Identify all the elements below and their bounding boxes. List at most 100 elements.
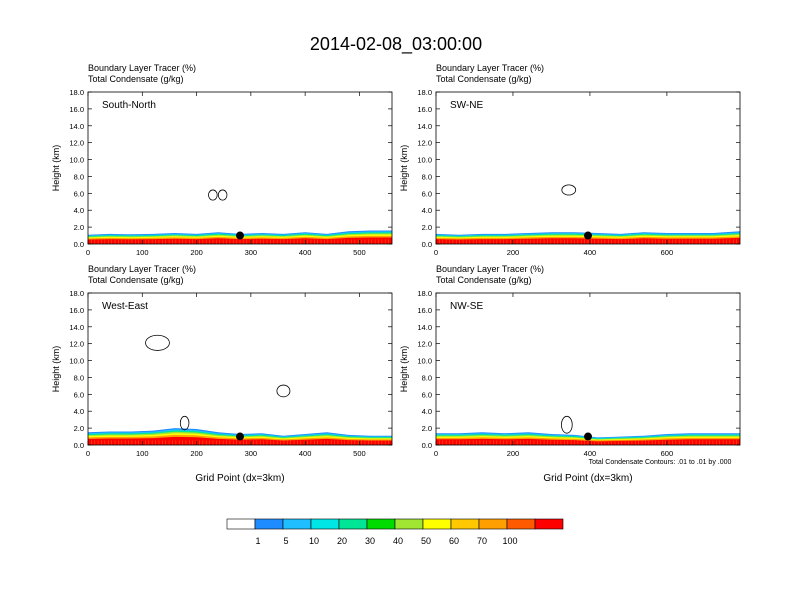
x-tick-label: 600 [661,449,674,458]
condensate-contour [561,184,577,196]
x-axis-label: Grid Point (dx=3km) [543,473,632,484]
y-tick-label: 4.0 [422,206,432,215]
x-tick-label: 200 [507,248,520,257]
y-tick-label: 18.0 [417,289,432,298]
y-tick-label: 12.0 [69,139,84,148]
y-tick-label: 8.0 [74,172,84,181]
x-tick-label: 600 [661,248,674,257]
y-tick-label: 14.0 [417,122,432,131]
panel-south-north: Boundary Layer Tracer (%)Total Condensat… [51,63,393,257]
colorbar-swatch [338,518,368,530]
y-tick-label: 16.0 [69,306,84,315]
panel-label-tracer: Boundary Layer Tracer (%) [88,264,196,274]
panel-sw-ne: Boundary Layer Tracer (%)Total Condensat… [399,63,741,257]
y-tick-label: 0.0 [422,240,432,249]
panel-west-east: Boundary Layer Tracer (%)Total Condensat… [51,264,393,484]
panel-nw-se: Boundary Layer Tracer (%)Total Condensat… [399,264,741,484]
y-tick-label: 2.0 [74,424,84,433]
colorbar-label: 1 [255,536,260,546]
colorbar-swatch [422,518,452,530]
figure-title: 2014-02-08_03:00:00 [310,34,482,55]
panel-label-condensate: Total Condensate (g/kg) [436,74,532,84]
panel-label-condensate: Total Condensate (g/kg) [88,74,184,84]
y-tick-label: 0.0 [74,441,84,450]
y-axis-label: Height (km) [399,145,409,192]
y-tick-label: 4.0 [422,407,432,416]
condensate-contour [276,384,291,398]
y-tick-label: 6.0 [422,189,432,198]
condensate-contour [561,415,573,434]
colorbar-label: 100 [502,536,517,546]
x-tick-label: 0 [86,248,90,257]
x-tick-label: 400 [584,449,597,458]
panel-title: NW-SE [450,301,483,312]
colorbar: 1 5 10 20 30 40 50 60 70 100 [226,518,564,546]
y-tick-label: 10.0 [69,357,84,366]
y-tick-label: 16.0 [417,105,432,114]
y-tick-label: 12.0 [417,139,432,148]
colorbar-label: 5 [283,536,288,546]
tracer-shading [88,428,392,445]
y-tick-label: 14.0 [69,122,84,131]
colorbar-label: 70 [477,536,487,546]
x-tick-label: 100 [136,449,149,458]
x-tick-label: 0 [434,449,438,458]
colorbar-label: 10 [309,536,319,546]
colorbar-swatch [394,518,424,530]
y-axis-label: Height (km) [399,346,409,393]
y-tick-label: 14.0 [417,323,432,332]
x-tick-label: 500 [353,248,366,257]
panel-frame [87,91,393,245]
y-tick-label: 2.0 [74,223,84,232]
x-tick-label: 300 [245,449,258,458]
y-tick-label: 16.0 [417,306,432,315]
x-tick-label: 0 [86,449,90,458]
x-axis-label: Grid Point (dx=3km) [195,473,284,484]
location-marker [236,432,244,441]
condensate-contour [208,189,218,201]
y-axis-label: Height (km) [51,145,61,192]
y-tick-label: 14.0 [69,323,84,332]
x-tick-label: 300 [245,248,258,257]
y-tick-label: 12.0 [69,340,84,349]
panel-label-condensate: Total Condensate (g/kg) [88,275,184,285]
y-tick-label: 2.0 [422,424,432,433]
y-tick-label: 6.0 [422,390,432,399]
panel-title: SW-NE [450,100,483,111]
colorbar-swatch [226,518,256,530]
x-tick-label: 500 [353,449,366,458]
colorbar-label: 20 [337,536,347,546]
panel-label-tracer: Boundary Layer Tracer (%) [436,264,544,274]
colorbar-swatch [450,518,480,530]
x-tick-label: 200 [190,449,203,458]
colorbar-label: 60 [449,536,459,546]
y-tick-label: 4.0 [74,407,84,416]
colorbar-label: 40 [393,536,403,546]
x-tick-label: 400 [584,248,597,257]
y-tick-label: 6.0 [74,189,84,198]
x-tick-label: 400 [299,248,312,257]
y-tick-label: 2.0 [422,223,432,232]
y-tick-label: 8.0 [74,373,84,382]
x-tick-label: 200 [190,248,203,257]
panels-group: Boundary Layer Tracer (%)Total Condensat… [51,63,741,484]
location-marker [236,231,244,240]
panel-label-tracer: Boundary Layer Tracer (%) [436,63,544,73]
y-tick-label: 8.0 [422,172,432,181]
contour-note: Total Condensate Contours: .01 to .01 by… [589,459,732,466]
panel-frame [435,91,741,245]
y-tick-label: 8.0 [422,373,432,382]
y-tick-label: 0.0 [422,441,432,450]
colorbar-swatch [254,518,284,530]
x-tick-label: 100 [136,248,149,257]
y-tick-label: 18.0 [417,88,432,97]
panel-label-condensate: Total Condensate (g/kg) [436,275,532,285]
colorbar-swatch [534,518,564,530]
y-axis-label: Height (km) [51,346,61,393]
colorbar-swatch [310,518,340,530]
y-tick-label: 18.0 [69,88,84,97]
panel-label-tracer: Boundary Layer Tracer (%) [88,63,196,73]
y-tick-label: 10.0 [417,156,432,165]
x-tick-label: 0 [434,248,438,257]
y-tick-label: 10.0 [417,357,432,366]
